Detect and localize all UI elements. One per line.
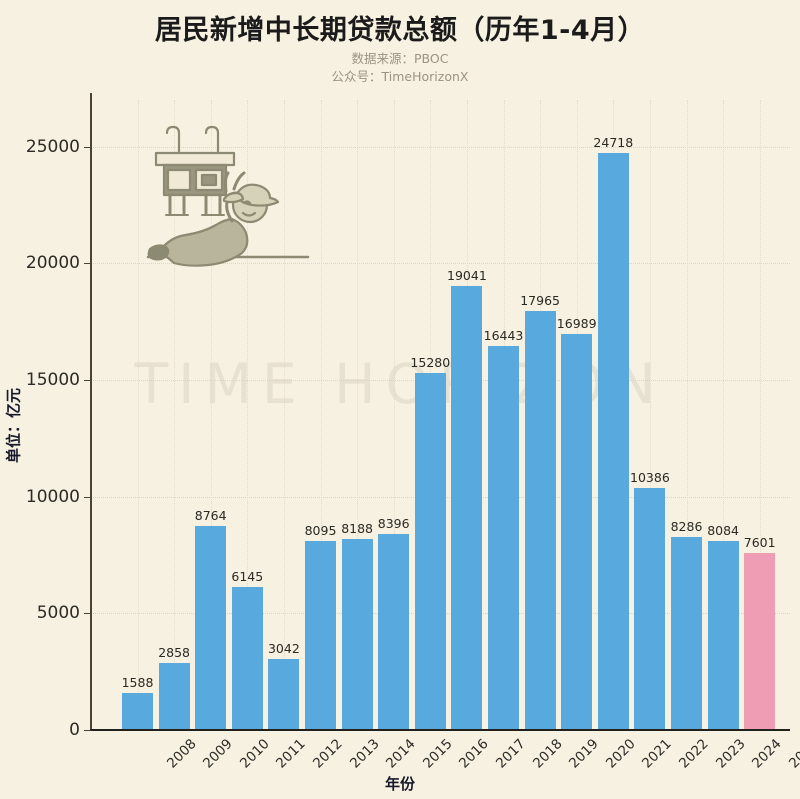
y-axis-tick bbox=[84, 380, 91, 381]
y-axis-tick-label: 25000 bbox=[25, 136, 80, 157]
bar-2017[interactable]: 19041 bbox=[447, 268, 487, 730]
x-axis-tick-label-2021: 2021 bbox=[639, 736, 675, 772]
y-axis-tick bbox=[84, 613, 91, 615]
y-axis-tick bbox=[84, 730, 91, 731]
y-axis-tick bbox=[84, 146, 91, 148]
x-axis-spine bbox=[90, 729, 790, 731]
x-axis-tick-label-2019: 2019 bbox=[566, 736, 602, 772]
bar-value-label: 7601 bbox=[743, 534, 776, 550]
x-axis-tick-label-2025: 2025 bbox=[785, 736, 800, 772]
x-axis-tick-label-2011: 2011 bbox=[273, 736, 309, 772]
bar-2009[interactable]: 2858 bbox=[158, 645, 190, 730]
bar-value-label: 8084 bbox=[707, 523, 739, 539]
x-axis-tick-label-2018: 2018 bbox=[529, 736, 566, 772]
gridline-vertical bbox=[247, 100, 249, 730]
x-axis-tick-label-2017: 2017 bbox=[492, 736, 529, 772]
x-axis-tick-label-2010: 2010 bbox=[236, 736, 273, 772]
decorative-illustration-icon bbox=[146, 125, 310, 267]
gridline-vertical bbox=[357, 100, 359, 730]
x-axis-tick-label-2015: 2015 bbox=[419, 736, 456, 772]
gridline-vertical bbox=[320, 100, 322, 730]
gridline-horizontal bbox=[91, 146, 790, 148]
bar-value-label: 16443 bbox=[483, 328, 524, 344]
gridline-vertical bbox=[686, 100, 688, 730]
bar-value-label: 8286 bbox=[670, 518, 703, 534]
y-axis-tick-labels: 0 5000 10000 15000 20000 25000 bbox=[0, 0, 80, 799]
data-source-text: 数据来源：PBOC bbox=[351, 51, 449, 66]
bar-2014[interactable]: 8188 bbox=[341, 521, 373, 730]
bar-2015[interactable]: 8396 bbox=[378, 516, 410, 730]
y-axis-tick-label: 15000 bbox=[25, 370, 80, 390]
x-axis-tick-label-2024: 2024 bbox=[749, 736, 785, 772]
bar-value-label: 2858 bbox=[158, 645, 190, 661]
x-axis-tick-label-2009: 2009 bbox=[200, 736, 236, 772]
x-axis-tick-label-2016: 2016 bbox=[456, 736, 492, 772]
bar-2021[interactable]: 24718 bbox=[593, 135, 633, 730]
plot-area: 1588 2858 8764 6145 3042 8095 8188 8396 15280 190… bbox=[91, 100, 790, 730]
bar-value-label: 8396 bbox=[377, 516, 410, 532]
gridline-vertical bbox=[137, 100, 139, 730]
bar-value-label: 19041 bbox=[447, 267, 487, 283]
gridline-vertical bbox=[723, 100, 725, 730]
y-axis-tick-label: 20000 bbox=[25, 253, 80, 274]
bar-value-label: 3042 bbox=[267, 641, 300, 657]
gridline-vertical bbox=[174, 100, 176, 730]
bar-value-label: 10386 bbox=[630, 469, 670, 485]
x-axis-title: 年份 bbox=[384, 775, 415, 793]
gridline-vertical bbox=[283, 100, 285, 730]
page-title: 居民新增中长期贷款总额（历年1-4月） bbox=[154, 15, 646, 46]
bar-2025[interactable]: 7601 bbox=[744, 535, 776, 730]
y-axis-tick-label: 10000 bbox=[25, 486, 80, 507]
bar-value-label: 17965 bbox=[520, 292, 560, 308]
bar-2010[interactable]: 8764 bbox=[195, 508, 227, 730]
bar-2016[interactable]: 15280 bbox=[410, 355, 450, 730]
x-axis-tick-label-2013: 2013 bbox=[346, 736, 383, 772]
x-axis-tick-label-2023: 2023 bbox=[712, 736, 749, 772]
bar-2008[interactable]: 1588 bbox=[122, 675, 153, 730]
y-axis-tick-label: 5000 bbox=[36, 603, 80, 624]
y-axis-tick bbox=[84, 496, 91, 498]
x-axis-tick-label-2020: 2020 bbox=[602, 736, 639, 772]
gridline-vertical bbox=[759, 100, 761, 730]
y-axis-tick-label: 0 bbox=[69, 720, 80, 740]
gridline-vertical bbox=[210, 100, 212, 730]
chart-subtitle: 数据来源：PBOC 公众号：TimeHorizonX bbox=[0, 50, 800, 86]
bar-2024[interactable]: 8084 bbox=[707, 523, 739, 730]
y-axis-tick bbox=[84, 263, 91, 265]
y-axis-title: 单位：亿元 bbox=[4, 388, 23, 464]
bar-2013[interactable]: 8095 bbox=[305, 523, 336, 730]
x-axis-tick-label-2008: 2008 bbox=[163, 736, 200, 772]
x-axis-tick-label-2014: 2014 bbox=[383, 736, 419, 772]
bar-value-label: 8188 bbox=[341, 520, 373, 536]
gridline-vertical bbox=[393, 100, 395, 730]
bar-value-label: 16989 bbox=[556, 315, 597, 331]
bar-value-label: 8764 bbox=[194, 507, 227, 523]
bar-value-label: 8095 bbox=[304, 523, 337, 539]
bar-2018[interactable]: 16443 bbox=[484, 328, 523, 730]
bar-value-label: 6145 bbox=[231, 568, 264, 584]
bar-value-label: 15280 bbox=[410, 355, 451, 371]
y-axis-spine bbox=[90, 93, 92, 731]
x-axis-tick-label-2022: 2022 bbox=[675, 736, 712, 772]
bar-2023[interactable]: 8286 bbox=[671, 519, 702, 730]
account-text: 公众号：TimeHorizonX bbox=[331, 69, 469, 84]
bar-2011[interactable]: 6145 bbox=[231, 569, 263, 730]
gridline-horizontal bbox=[91, 263, 790, 265]
x-axis-tick-label-2012: 2012 bbox=[309, 736, 346, 772]
bar-value-label: 24718 bbox=[593, 135, 634, 151]
bar-value-label: 1588 bbox=[121, 674, 154, 690]
bar-2019[interactable]: 17965 bbox=[520, 293, 560, 730]
bar-2020[interactable]: 16989 bbox=[557, 316, 597, 730]
gridline-vertical bbox=[649, 100, 651, 730]
bar-2012[interactable]: 3042 bbox=[268, 641, 300, 730]
bar-2022[interactable]: 10386 bbox=[630, 470, 670, 730]
